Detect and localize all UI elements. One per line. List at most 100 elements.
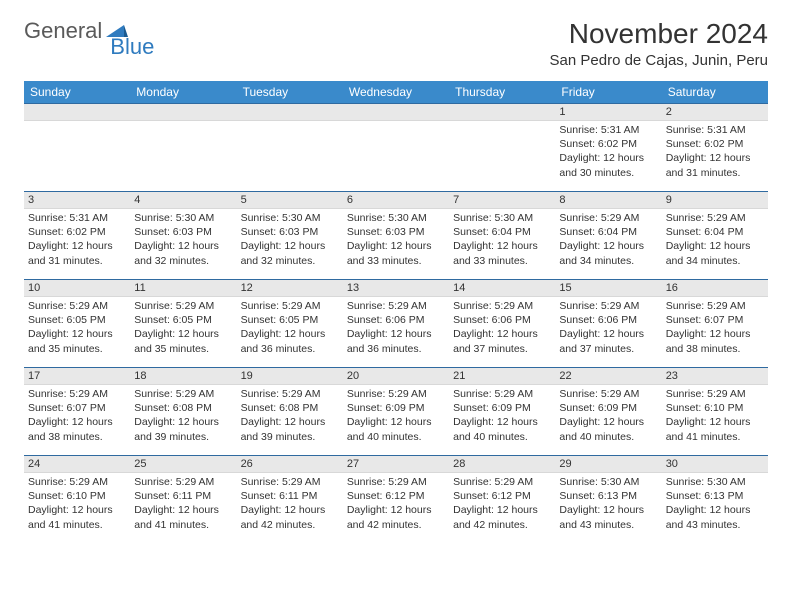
day-content: Sunrise: 5:31 AMSunset: 6:02 PMDaylight:…	[662, 121, 768, 182]
calendar-day-cell: 14Sunrise: 5:29 AMSunset: 6:06 PMDayligh…	[449, 280, 555, 368]
calendar-day-cell: 30Sunrise: 5:30 AMSunset: 6:13 PMDayligh…	[662, 456, 768, 544]
day-number: 26	[237, 456, 343, 473]
calendar-day-cell	[24, 104, 130, 192]
day-number: 21	[449, 368, 555, 385]
weekday-header: Tuesday	[237, 81, 343, 104]
calendar-day-cell: 3Sunrise: 5:31 AMSunset: 6:02 PMDaylight…	[24, 192, 130, 280]
day-number: 16	[662, 280, 768, 297]
title-block: November 2024 San Pedro de Cajas, Junin,…	[550, 18, 768, 69]
logo: General Blue	[24, 18, 174, 44]
day-content: Sunrise: 5:29 AMSunset: 6:04 PMDaylight:…	[662, 209, 768, 270]
day-content: Sunrise: 5:29 AMSunset: 6:12 PMDaylight:…	[449, 473, 555, 534]
calendar-day-cell: 6Sunrise: 5:30 AMSunset: 6:03 PMDaylight…	[343, 192, 449, 280]
day-content: Sunrise: 5:29 AMSunset: 6:05 PMDaylight:…	[24, 297, 130, 358]
calendar-header-row: SundayMondayTuesdayWednesdayThursdayFrid…	[24, 81, 768, 104]
day-number: 13	[343, 280, 449, 297]
calendar-day-cell: 27Sunrise: 5:29 AMSunset: 6:12 PMDayligh…	[343, 456, 449, 544]
day-number: 29	[555, 456, 661, 473]
calendar-day-cell	[237, 104, 343, 192]
day-content: Sunrise: 5:29 AMSunset: 6:06 PMDaylight:…	[343, 297, 449, 358]
day-content: Sunrise: 5:31 AMSunset: 6:02 PMDaylight:…	[24, 209, 130, 270]
calendar-day-cell: 4Sunrise: 5:30 AMSunset: 6:03 PMDaylight…	[130, 192, 236, 280]
day-content: Sunrise: 5:29 AMSunset: 6:05 PMDaylight:…	[237, 297, 343, 358]
calendar-day-cell: 21Sunrise: 5:29 AMSunset: 6:09 PMDayligh…	[449, 368, 555, 456]
calendar-day-cell: 28Sunrise: 5:29 AMSunset: 6:12 PMDayligh…	[449, 456, 555, 544]
day-number: 8	[555, 192, 661, 209]
day-number: 15	[555, 280, 661, 297]
calendar-day-cell: 18Sunrise: 5:29 AMSunset: 6:08 PMDayligh…	[130, 368, 236, 456]
weekday-header: Saturday	[662, 81, 768, 104]
calendar-day-cell: 5Sunrise: 5:30 AMSunset: 6:03 PMDaylight…	[237, 192, 343, 280]
day-number: 19	[237, 368, 343, 385]
day-content: Sunrise: 5:30 AMSunset: 6:04 PMDaylight:…	[449, 209, 555, 270]
calendar-day-cell: 22Sunrise: 5:29 AMSunset: 6:09 PMDayligh…	[555, 368, 661, 456]
day-number: 11	[130, 280, 236, 297]
weekday-header: Monday	[130, 81, 236, 104]
day-number: 22	[555, 368, 661, 385]
day-number: 6	[343, 192, 449, 209]
calendar-day-cell: 11Sunrise: 5:29 AMSunset: 6:05 PMDayligh…	[130, 280, 236, 368]
day-number-empty	[343, 104, 449, 121]
logo-word1: General	[24, 18, 102, 44]
day-content: Sunrise: 5:29 AMSunset: 6:09 PMDaylight:…	[555, 385, 661, 446]
calendar-day-cell: 8Sunrise: 5:29 AMSunset: 6:04 PMDaylight…	[555, 192, 661, 280]
day-content: Sunrise: 5:29 AMSunset: 6:11 PMDaylight:…	[237, 473, 343, 534]
calendar-table: SundayMondayTuesdayWednesdayThursdayFrid…	[24, 81, 768, 544]
calendar-day-cell: 23Sunrise: 5:29 AMSunset: 6:10 PMDayligh…	[662, 368, 768, 456]
header: General Blue November 2024 San Pedro de …	[24, 18, 768, 69]
day-content: Sunrise: 5:30 AMSunset: 6:13 PMDaylight:…	[662, 473, 768, 534]
day-number: 5	[237, 192, 343, 209]
day-number: 7	[449, 192, 555, 209]
calendar-week-row: 1Sunrise: 5:31 AMSunset: 6:02 PMDaylight…	[24, 104, 768, 192]
day-content: Sunrise: 5:29 AMSunset: 6:06 PMDaylight:…	[555, 297, 661, 358]
calendar-day-cell: 17Sunrise: 5:29 AMSunset: 6:07 PMDayligh…	[24, 368, 130, 456]
calendar-day-cell	[449, 104, 555, 192]
day-number: 12	[237, 280, 343, 297]
day-content: Sunrise: 5:29 AMSunset: 6:10 PMDaylight:…	[24, 473, 130, 534]
day-content: Sunrise: 5:29 AMSunset: 6:09 PMDaylight:…	[449, 385, 555, 446]
calendar-day-cell: 15Sunrise: 5:29 AMSunset: 6:06 PMDayligh…	[555, 280, 661, 368]
day-content: Sunrise: 5:30 AMSunset: 6:03 PMDaylight:…	[130, 209, 236, 270]
calendar-week-row: 10Sunrise: 5:29 AMSunset: 6:05 PMDayligh…	[24, 280, 768, 368]
day-content: Sunrise: 5:29 AMSunset: 6:04 PMDaylight:…	[555, 209, 661, 270]
calendar-day-cell: 1Sunrise: 5:31 AMSunset: 6:02 PMDaylight…	[555, 104, 661, 192]
weekday-header: Wednesday	[343, 81, 449, 104]
day-content: Sunrise: 5:29 AMSunset: 6:08 PMDaylight:…	[130, 385, 236, 446]
calendar-day-cell: 26Sunrise: 5:29 AMSunset: 6:11 PMDayligh…	[237, 456, 343, 544]
day-content: Sunrise: 5:29 AMSunset: 6:10 PMDaylight:…	[662, 385, 768, 446]
day-content: Sunrise: 5:31 AMSunset: 6:02 PMDaylight:…	[555, 121, 661, 182]
day-number: 24	[24, 456, 130, 473]
day-number-empty	[130, 104, 236, 121]
day-number: 3	[24, 192, 130, 209]
weekday-header: Sunday	[24, 81, 130, 104]
day-number: 28	[449, 456, 555, 473]
day-number: 10	[24, 280, 130, 297]
calendar-week-row: 17Sunrise: 5:29 AMSunset: 6:07 PMDayligh…	[24, 368, 768, 456]
page-title: November 2024	[550, 18, 768, 50]
day-content: Sunrise: 5:29 AMSunset: 6:12 PMDaylight:…	[343, 473, 449, 534]
day-content: Sunrise: 5:30 AMSunset: 6:03 PMDaylight:…	[343, 209, 449, 270]
page-subtitle: San Pedro de Cajas, Junin, Peru	[550, 52, 768, 69]
calendar-week-row: 3Sunrise: 5:31 AMSunset: 6:02 PMDaylight…	[24, 192, 768, 280]
day-number: 17	[24, 368, 130, 385]
day-number: 25	[130, 456, 236, 473]
calendar-day-cell: 2Sunrise: 5:31 AMSunset: 6:02 PMDaylight…	[662, 104, 768, 192]
calendar-day-cell: 12Sunrise: 5:29 AMSunset: 6:05 PMDayligh…	[237, 280, 343, 368]
calendar-day-cell: 25Sunrise: 5:29 AMSunset: 6:11 PMDayligh…	[130, 456, 236, 544]
calendar-day-cell	[130, 104, 236, 192]
day-number: 30	[662, 456, 768, 473]
day-number: 9	[662, 192, 768, 209]
day-content: Sunrise: 5:29 AMSunset: 6:07 PMDaylight:…	[24, 385, 130, 446]
day-number-empty	[237, 104, 343, 121]
calendar-day-cell: 9Sunrise: 5:29 AMSunset: 6:04 PMDaylight…	[662, 192, 768, 280]
calendar-week-row: 24Sunrise: 5:29 AMSunset: 6:10 PMDayligh…	[24, 456, 768, 544]
day-number: 4	[130, 192, 236, 209]
day-content: Sunrise: 5:29 AMSunset: 6:07 PMDaylight:…	[662, 297, 768, 358]
day-content: Sunrise: 5:29 AMSunset: 6:08 PMDaylight:…	[237, 385, 343, 446]
day-content: Sunrise: 5:29 AMSunset: 6:09 PMDaylight:…	[343, 385, 449, 446]
calendar-day-cell	[343, 104, 449, 192]
day-number: 1	[555, 104, 661, 121]
day-number-empty	[449, 104, 555, 121]
day-content: Sunrise: 5:29 AMSunset: 6:05 PMDaylight:…	[130, 297, 236, 358]
calendar-day-cell: 7Sunrise: 5:30 AMSunset: 6:04 PMDaylight…	[449, 192, 555, 280]
